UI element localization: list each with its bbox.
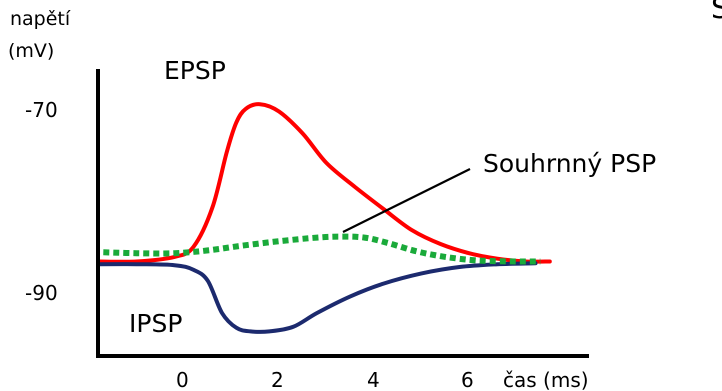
x-tick-label-4: 4 (367, 368, 380, 391)
x-tick-label-6: 6 (461, 368, 474, 391)
title-fragment: S (711, 0, 722, 25)
x-tick-label-2: 2 (271, 368, 284, 391)
y-tick-label-minus90: -90 (25, 281, 58, 305)
series-label-ipsp: IPSP (129, 309, 182, 338)
y-axis-label-line1: napětí (10, 8, 71, 30)
series-label-epsp: EPSP (164, 56, 226, 85)
y-tick-label-minus70: -70 (25, 98, 58, 122)
x-tick-label-0: 0 (176, 368, 189, 391)
annotation-pointer-line (342, 168, 471, 233)
series-line-epsp (96, 102, 552, 264)
x-axis-label: čas (ms) (503, 368, 589, 391)
y-axis-label-line2: (mV) (8, 40, 54, 62)
series-layer (96, 102, 552, 334)
series-label-summed-psp: Souhrnný PSP (483, 149, 656, 178)
series-line-ipsp (96, 261, 538, 334)
series-line-souhrnn-psp (103, 233, 541, 265)
